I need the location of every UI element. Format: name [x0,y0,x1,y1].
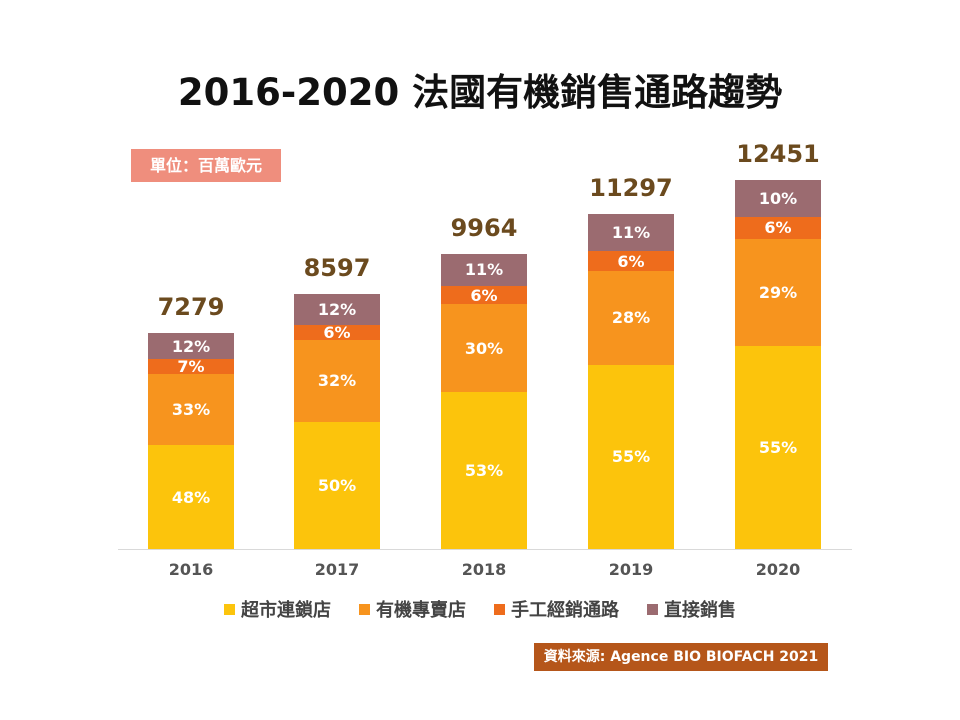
data-label: 7% [177,357,205,377]
source-note: 資料來源: Agence BIO BIOFACH 2021 [534,643,828,671]
data-label: 10% [758,188,798,208]
bar-segment: 10% [735,180,821,217]
data-label: 6% [323,322,351,342]
bar-segment: 28% [588,271,674,365]
total-label: 8597 [303,254,371,283]
total-label: 9964 [450,213,518,242]
legend-label: 直接銷售 [664,600,736,621]
data-label: 55% [758,438,798,458]
data-label: 12% [317,299,357,319]
x-tick-label: 2019 [608,560,654,579]
data-label: 48% [171,487,211,507]
data-label: 6% [764,218,792,238]
data-label: 32% [317,371,357,391]
x-axis-line [118,549,852,550]
bar-segment: 33% [148,374,234,446]
data-label: 29% [758,283,798,303]
data-label: 50% [317,475,357,495]
x-tick-label: 2018 [461,560,507,579]
legend-swatch [224,603,235,615]
data-label: 6% [470,285,498,305]
total-label: 7279 [157,293,225,322]
chart-title: 2016-2020 法國有機銷售通路趨勢 [177,71,783,114]
data-label: 30% [464,338,504,358]
data-label: 12% [171,336,211,356]
legend-label: 超市連鎖店 [241,600,331,621]
total-label: 12451 [736,140,820,168]
bar-segment: 6% [735,216,821,240]
bar-segment: 6% [294,322,380,342]
data-label: 55% [611,447,651,467]
data-label: 33% [171,400,211,420]
bar-segment: 11% [441,253,527,287]
bar-segment: 32% [294,340,380,422]
unit-label: 單位：百萬歐元 [131,149,281,182]
bar-segment: 55% [735,346,821,549]
bar-segment: 50% [294,421,380,549]
legend-item: 超市連鎖店 [224,596,331,622]
data-label: 6% [617,251,645,271]
data-label: 11% [611,223,651,243]
bar-segment: 7% [148,357,234,377]
legend-item: 直接銷售 [647,596,736,622]
bar-segment: 30% [441,303,527,393]
bar-segment: 6% [588,251,674,272]
bar-segment: 12% [294,294,380,325]
x-tick-label: 2017 [314,560,360,579]
data-label: 28% [611,308,651,328]
legend-swatch [647,603,658,615]
bar-segment: 55% [588,364,674,549]
data-label: 53% [464,461,504,481]
x-tick-label: 2016 [168,560,214,579]
legend-label: 手工經銷通路 [511,600,619,621]
x-tick-label: 2020 [755,560,801,579]
legend-item: 手工經銷通路 [494,596,619,622]
legend-label: 有機專賣店 [376,600,466,621]
data-label: 11% [464,260,504,280]
bar-segment: 48% [148,445,234,549]
bar-segment: 6% [441,285,527,305]
bar-segment: 29% [735,239,821,347]
legend-swatch [359,603,370,615]
legend: 超市連鎖店 有機專賣店 手工經銷通路 直接銷售 [0,596,960,622]
total-label: 11297 [589,174,673,203]
bar-segment: 11% [588,214,674,251]
bar-segment: 53% [441,392,527,549]
bar-segment: 12% [148,333,234,360]
legend-swatch [494,603,505,615]
legend-item: 有機專賣店 [359,596,466,622]
